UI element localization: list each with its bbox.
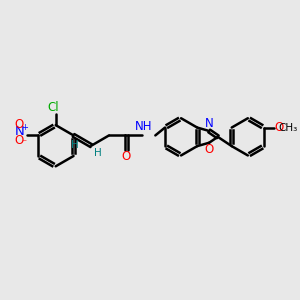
Text: N: N: [14, 125, 24, 138]
Text: H: H: [94, 148, 101, 158]
Text: O: O: [122, 150, 131, 163]
Text: CH₃: CH₃: [279, 122, 298, 133]
Text: O: O: [15, 118, 24, 131]
Text: O: O: [274, 121, 283, 134]
Text: N: N: [205, 117, 214, 130]
Text: NH: NH: [135, 120, 153, 133]
Text: ⁻: ⁻: [21, 138, 26, 148]
Text: O: O: [15, 134, 24, 147]
Text: O: O: [205, 143, 214, 156]
Text: Cl: Cl: [48, 101, 59, 115]
Text: H: H: [71, 140, 79, 150]
Text: +: +: [22, 123, 28, 132]
